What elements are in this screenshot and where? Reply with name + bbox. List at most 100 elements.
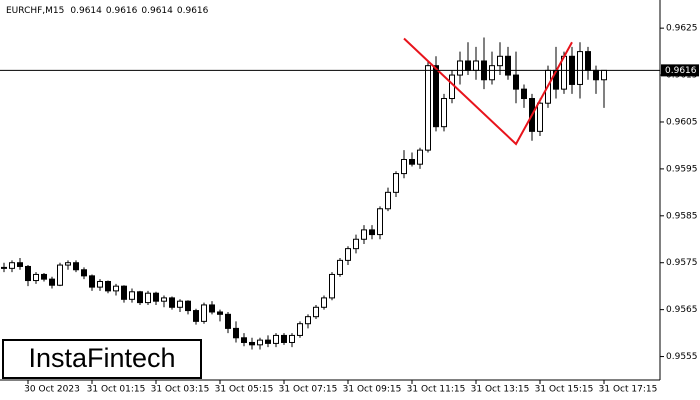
candle-body <box>257 339 263 346</box>
plot-area <box>1 37 607 350</box>
y-tick-label: 0.9575 <box>666 258 698 268</box>
candle-body <box>25 265 31 282</box>
candle-body <box>433 65 439 128</box>
candle-body <box>57 264 63 286</box>
candle-body <box>393 173 399 193</box>
x-tick-label: 31 Oct 03:15 <box>151 385 210 395</box>
candle-body <box>361 229 367 240</box>
candle-body <box>289 334 295 343</box>
candle-body <box>505 55 511 76</box>
candle-body <box>465 60 471 71</box>
candle-body <box>129 291 135 300</box>
x-tick-label: 31 Oct 01:15 <box>87 385 146 395</box>
candle-body <box>585 51 591 71</box>
ohlc-open: 0.9614 <box>70 6 102 16</box>
candle-body <box>265 339 271 344</box>
y-tick-label: 0.9625 <box>666 24 698 34</box>
candle-body <box>353 238 359 250</box>
candle-body <box>105 280 111 292</box>
candle-body <box>137 291 143 304</box>
y-tick-label: 0.9605 <box>666 117 698 127</box>
candle-body <box>121 285 127 300</box>
candle-body <box>169 297 175 308</box>
candle-body <box>97 280 103 288</box>
candle-body <box>17 262 23 267</box>
candle-body <box>209 304 215 313</box>
candle-body <box>41 273 47 280</box>
y-tick-label: 0.9585 <box>666 211 698 221</box>
x-tick-label: 31 Oct 09:15 <box>343 385 402 395</box>
candle-body <box>305 316 311 325</box>
ohlc-close: 0.9616 <box>177 6 209 16</box>
candle-body <box>441 98 447 128</box>
candle-body <box>473 60 479 71</box>
y-tick-label: 0.9595 <box>666 164 698 174</box>
logo-box <box>2 339 202 379</box>
candle-body <box>9 262 15 269</box>
candle-body <box>33 273 39 282</box>
candle-body <box>273 334 279 344</box>
pattern-line <box>403 37 573 146</box>
symbol: EURCHF,M15 <box>6 6 64 16</box>
candle-body <box>81 269 87 277</box>
candle-body <box>321 297 327 308</box>
last-price-label: 0.9616 <box>665 66 697 76</box>
candle-body <box>281 334 287 343</box>
candle-body <box>49 278 55 286</box>
x-tick-label: 31 Oct 13:15 <box>471 385 530 395</box>
last-price-box <box>661 64 699 77</box>
candle-body <box>521 88 527 100</box>
candle-body <box>145 292 151 304</box>
x-tick-label: 31 Oct 07:15 <box>279 385 338 395</box>
candle-body <box>177 300 183 308</box>
candle-body <box>449 74 455 100</box>
candle-body <box>185 300 191 312</box>
candle-body <box>73 262 79 271</box>
x-tick-label: 31 Oct 11:15 <box>407 385 466 395</box>
ohlc-low: 0.9614 <box>141 6 173 16</box>
candle-body <box>1 266 7 269</box>
candle-body <box>193 310 199 322</box>
candle-body <box>297 323 303 336</box>
y-tick-label: 0.9565 <box>666 305 698 315</box>
candle-body <box>457 60 463 76</box>
candle-body <box>497 55 503 67</box>
candle-body <box>377 208 383 236</box>
candle-body <box>425 65 431 151</box>
candle-body <box>329 273 335 299</box>
candle-body <box>593 69 599 81</box>
candle-body <box>233 327 239 339</box>
candle-body <box>161 297 167 302</box>
candle-body <box>345 248 351 261</box>
candle-body <box>249 341 255 346</box>
candle-body <box>217 311 223 315</box>
candle-body <box>225 313 231 329</box>
logo: InstaFintech <box>28 343 175 373</box>
chart-header: EURCHF,M15 0.9614 0.9616 0.9614 0.9616 <box>6 6 209 16</box>
candle-body <box>369 229 375 236</box>
candle-body <box>113 285 119 292</box>
candle-body <box>537 102 543 132</box>
y-tick-label: 0.9555 <box>666 352 698 362</box>
candle-body <box>313 306 319 318</box>
candle-body <box>513 74 519 90</box>
candle-body <box>337 259 343 275</box>
candle-body <box>601 69 607 81</box>
x-tick-label: 31 Oct 15:15 <box>535 385 594 395</box>
candle-body <box>577 51 583 85</box>
candle-body <box>153 292 159 302</box>
candle-body <box>409 159 415 165</box>
x-tick-label: 31 Oct 17:15 <box>599 385 658 395</box>
candle-body <box>241 337 247 343</box>
candle-body <box>89 275 95 288</box>
x-tick-label: 31 Oct 05:15 <box>215 385 274 395</box>
candle-body <box>201 304 207 322</box>
candle-body <box>401 159 407 175</box>
candle-body <box>489 65 495 81</box>
ohlc-high: 0.9616 <box>106 6 138 16</box>
candle-body <box>417 149 423 165</box>
candle-body <box>65 262 71 266</box>
x-tick-label: 30 Oct 2023 <box>24 385 80 395</box>
